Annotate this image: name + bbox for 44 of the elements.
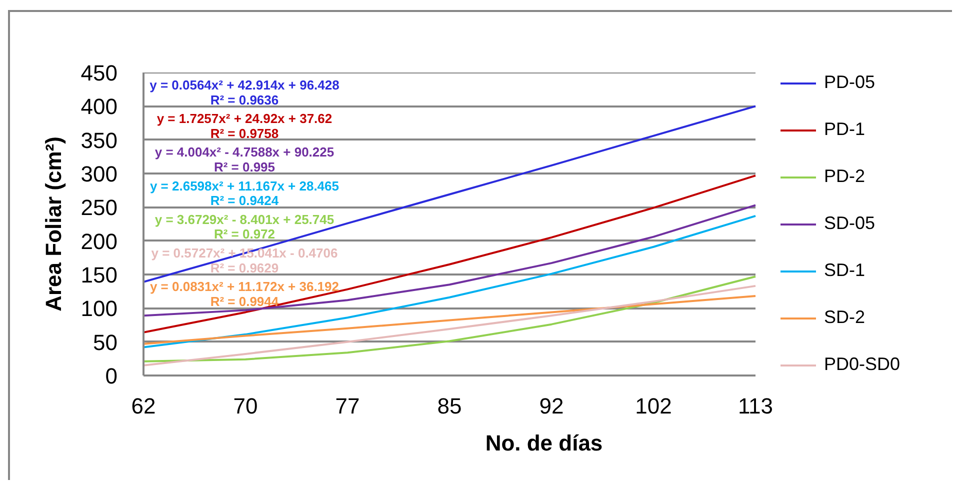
y-tick-label: 200 [80,228,118,254]
annotation: R² = 0.9636 [210,92,279,108]
y-tick-label: 150 [80,262,118,288]
legend-label: PD0-SD0 [824,354,900,375]
y-tick-label: 250 [80,195,118,220]
annotation: y = 3.6729x² - 8.401x + 25.745 [154,212,334,227]
annotation: R² = 0.9424 [210,193,280,208]
x-tick-label: 70 [233,394,258,418]
legend-label: SD-2 [824,307,866,328]
line-series [144,295,756,345]
y-tick-label: 450 [80,60,118,86]
y-tick-label: 50 [93,330,118,355]
annotation: y = 1.7257x² + 24.92x + 37.62 [156,111,332,126]
line-series [144,105,756,283]
y-tick-label: 350 [80,128,118,153]
annotation: y = 2.6598x² + 11.167x + 28.465 [150,178,340,194]
legend-label: PD-1 [824,119,866,140]
annotation: R² = 0.9944 [210,294,280,309]
x-axis-title: No. de días [485,430,603,456]
legend-label: SD-1 [824,260,866,281]
x-tick-label: 92 [539,394,564,418]
y-tick-label: 400 [80,94,118,120]
y-tick-label: 0 [105,364,118,388]
line-series [144,174,756,334]
annotation: y = 0.0564x² + 42.914x + 96.428 [150,78,340,92]
legend-label: PD-2 [824,166,866,187]
annotation: R² = 0.9629 [210,260,279,276]
legend-label: SD-05 [824,213,876,234]
x-tick-label: 85 [437,394,462,418]
annotation: R² = 0.972 [214,226,276,242]
legend-label: PD-05 [824,72,876,93]
annotation: R² = 0.995 [214,160,276,174]
annotation: y = 4.004x² - 4.7588x + 90.225 [154,144,334,160]
y-tick-label: 100 [80,296,118,322]
x-tick-label: 62 [131,394,156,418]
annotation: y = 0.0831x² + 11.172x + 36.192 [150,279,340,294]
x-tick-label: 77 [335,394,360,418]
x-tick-label: 113 [738,394,774,418]
y-tick-label: 300 [80,162,118,186]
annotation: R² = 0.9758 [210,126,279,141]
y-axis-title: Area Foliar (cm²) [40,136,66,312]
line-series [144,214,756,348]
line-series [144,204,756,317]
x-tick-label: 102 [635,394,672,418]
